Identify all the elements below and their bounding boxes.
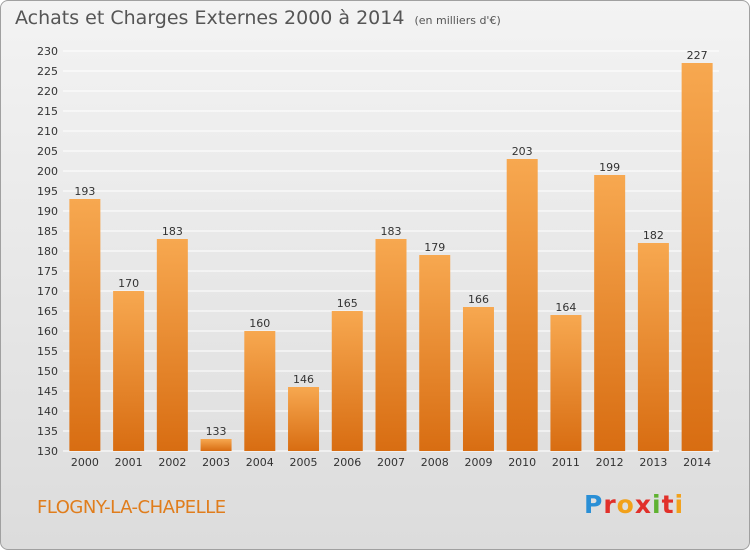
logo-letter: x <box>634 490 652 519</box>
y-tick-label: 200 <box>37 165 58 178</box>
x-tick-label: 2004 <box>246 456 274 469</box>
value-label: 179 <box>424 241 445 254</box>
x-tick-label: 2012 <box>596 456 624 469</box>
value-label: 183 <box>162 225 183 238</box>
bar-2007 <box>375 239 407 451</box>
chart-title: Achats et Charges Externes 2000 à 2014 <box>15 7 405 29</box>
bar-2001 <box>113 291 145 451</box>
y-tick-label: 160 <box>37 325 58 338</box>
y-tick-label: 170 <box>37 285 58 298</box>
y-axis: 130 135 140 145 150 155 160 165 170 175 180 185 190 1… <box>37 45 58 458</box>
logo-letter: o <box>616 490 635 519</box>
logo-letter: r <box>603 490 617 519</box>
logo-letter: t <box>661 490 675 519</box>
y-tick-label: 225 <box>37 65 58 78</box>
x-axis: 2000 2001 2002 2003 2004 2005 2006 2007 2008 2009… <box>71 456 711 469</box>
y-tick-label: 220 <box>37 85 58 98</box>
x-tick-label: 2001 <box>115 456 143 469</box>
bar-2010 <box>506 159 538 451</box>
value-label: 227 <box>687 49 708 62</box>
x-tick-label: 2007 <box>377 456 405 469</box>
logo-letter: i <box>652 490 662 519</box>
bar-2006 <box>331 311 363 451</box>
x-tick-label: 2002 <box>158 456 186 469</box>
x-tick-label: 2006 <box>333 456 361 469</box>
y-tick-label: 145 <box>37 385 58 398</box>
bar-2005 <box>288 387 320 451</box>
y-tick-label: 210 <box>37 125 58 138</box>
value-label: 203 <box>512 145 533 158</box>
bar-2004 <box>244 331 276 451</box>
chart-header: Achats et Charges Externes 2000 à 2014 (e… <box>15 7 501 29</box>
x-tick-label: 2005 <box>290 456 318 469</box>
y-tick-label: 140 <box>37 405 58 418</box>
y-tick-label: 175 <box>37 265 58 278</box>
x-tick-label: 2008 <box>421 456 449 469</box>
y-tick-label: 155 <box>37 345 58 358</box>
bars <box>69 63 713 451</box>
value-label: 183 <box>381 225 402 238</box>
x-tick-label: 2000 <box>71 456 99 469</box>
value-label: 133 <box>206 425 227 438</box>
bar-2014 <box>681 63 713 451</box>
x-tick-label: 2003 <box>202 456 230 469</box>
bar-2012 <box>594 175 626 451</box>
y-tick-label: 205 <box>37 145 58 158</box>
x-tick-label: 2013 <box>639 456 667 469</box>
y-tick-label: 230 <box>37 45 58 58</box>
value-label: 182 <box>643 229 664 242</box>
bar-2000 <box>69 199 101 451</box>
y-tick-label: 195 <box>37 185 58 198</box>
y-tick-label: 215 <box>37 105 58 118</box>
x-tick-label: 2010 <box>508 456 536 469</box>
bar-2013 <box>637 243 669 451</box>
value-label: 193 <box>74 185 95 198</box>
value-label: 166 <box>468 293 489 306</box>
bar-2011 <box>550 315 582 451</box>
logo-letter: i <box>674 490 685 519</box>
x-tick-label: 2014 <box>683 456 711 469</box>
value-label: 165 <box>337 297 358 310</box>
place-name: FLOGNY-LA-CHAPELLE <box>37 497 226 518</box>
x-tick-label: 2011 <box>552 456 580 469</box>
value-label: 170 <box>118 277 139 290</box>
y-tick-label: 130 <box>37 445 58 458</box>
y-tick-label: 135 <box>37 425 58 438</box>
x-tick-label: 2009 <box>464 456 492 469</box>
value-label: 199 <box>599 161 620 174</box>
y-tick-label: 165 <box>37 305 58 318</box>
value-label: 160 <box>249 317 270 330</box>
value-label: 164 <box>555 301 576 314</box>
bar-2002 <box>156 239 188 451</box>
logo-letter: P <box>584 490 604 519</box>
y-tick-label: 190 <box>37 205 58 218</box>
bar-2008 <box>419 255 451 451</box>
proxiti-logo[interactable]: Proxiti <box>584 490 684 519</box>
y-tick-label: 150 <box>37 365 58 378</box>
data-labels: 193 170 183 133 160 146 165 183 179 166 203 164 199 1… <box>74 49 707 438</box>
y-tick-label: 185 <box>37 225 58 238</box>
value-label: 146 <box>293 373 314 386</box>
y-tick-label: 180 <box>37 245 58 258</box>
bar-2009 <box>462 307 494 451</box>
chart-unit: (en milliers d'€) <box>414 14 501 27</box>
bar-2003 <box>200 439 232 451</box>
